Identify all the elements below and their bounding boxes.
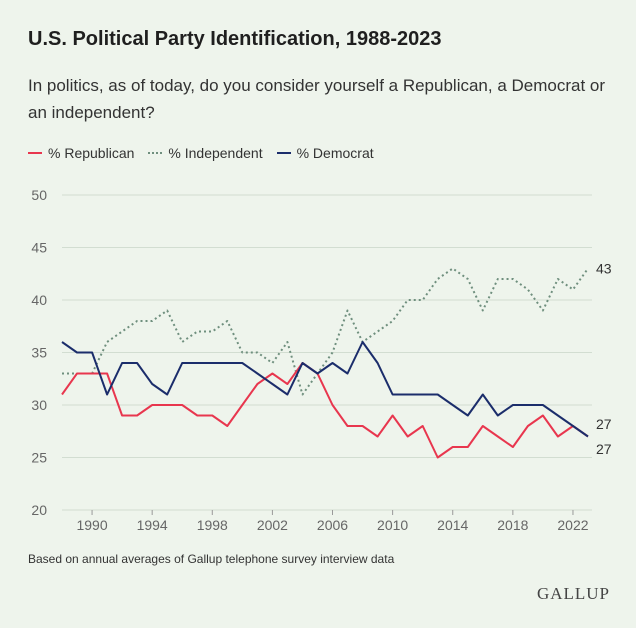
x-tick-label: 2022 <box>557 517 588 533</box>
legend-item-independent: % Independent <box>148 145 263 161</box>
democrat-swatch-icon <box>276 152 291 154</box>
end-label-independent: 43 <box>596 261 612 277</box>
legend-item-republican: % Republican <box>28 145 134 161</box>
x-tick-label: 2006 <box>317 517 348 533</box>
y-tick-label: 25 <box>31 450 47 466</box>
end-label-republican: 27 <box>596 441 612 457</box>
y-tick-label: 30 <box>31 397 47 413</box>
line-chart: 20 25 30 35 40 45 50 1990 1994 1998 2002 2006 2010 20… <box>31 187 612 533</box>
y-tick-label: 45 <box>31 240 47 256</box>
x-tick-label: 1990 <box>76 517 107 533</box>
legend-item-democrat: % Democrat <box>276 145 374 161</box>
x-tick-label: 1994 <box>137 517 168 533</box>
x-tick-label: 2010 <box>377 517 408 533</box>
end-label-democrat: 27 <box>596 416 612 432</box>
y-tick-label: 20 <box>31 502 47 518</box>
x-tick-label: 2014 <box>437 517 468 533</box>
y-tick-label: 50 <box>31 187 47 203</box>
legend-label-independent: % Independent <box>168 145 263 161</box>
series-line-independent <box>62 267 589 396</box>
legend-label-republican: % Republican <box>48 145 135 161</box>
independent-swatch-icon <box>148 152 163 154</box>
y-tick-label: 35 <box>31 345 47 361</box>
chart-title: U.S. Political Party Identification, 198… <box>28 28 442 50</box>
x-tick-label: 2002 <box>257 517 288 533</box>
republican-swatch-icon <box>28 152 42 154</box>
footnote: Based on annual averages of Gallup telep… <box>28 552 395 566</box>
chart-subtitle: In politics, as of today, do you conside… <box>28 76 606 122</box>
y-tick-label: 40 <box>31 292 47 308</box>
gallup-logo: GALLUP <box>536 584 610 603</box>
legend: % Republican % Independent % Democrat <box>28 145 388 161</box>
legend-label-democrat: % Democrat <box>296 145 374 161</box>
series-line-republican <box>61 362 589 459</box>
x-tick-label: 1998 <box>197 517 228 533</box>
series-line-democrat <box>61 341 589 438</box>
x-tick-label: 2018 <box>497 517 528 533</box>
